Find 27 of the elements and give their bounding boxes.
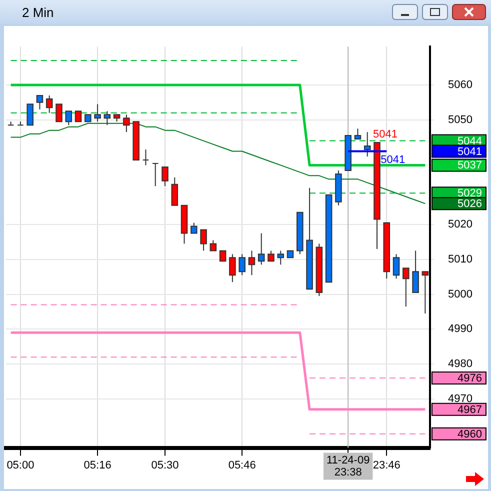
y-tick-label: 4970 — [448, 392, 472, 405]
text: 5026 — [458, 198, 482, 210]
text: 5044 — [458, 135, 482, 148]
x-tick-label: 05:16 — [84, 459, 112, 472]
annotation: 5041 — [380, 154, 406, 166]
y-tick-label: 4990 — [448, 323, 472, 336]
x-tick-label: 05:46 — [228, 459, 256, 472]
annotation: 5041 — [373, 128, 398, 141]
text: 5029 — [458, 188, 482, 200]
x-tick-label: 05:00 — [6, 459, 34, 472]
candlestick — [142, 149, 150, 166]
x-tick-label: 11-24-09 23:38 — [326, 454, 370, 478]
y-tick-label: 5010 — [448, 253, 472, 266]
y-tick-label: 5000 — [448, 288, 472, 300]
y-tick-label: 5020 — [448, 218, 472, 231]
text: 5041 — [458, 146, 482, 158]
x-tick-label: 05:30 — [151, 459, 179, 472]
text: 4967 — [458, 404, 482, 416]
text: 5037 — [458, 160, 482, 172]
y-tick-label: 5050 — [448, 114, 472, 126]
chart-title: 2 Min — [22, 5, 54, 20]
y-tick-label: 5060 — [448, 79, 472, 92]
text: 4976 — [458, 372, 482, 385]
text: 4960 — [458, 428, 482, 440]
x-tick-label: 23:46 — [372, 459, 400, 472]
candlestick — [152, 162, 159, 187]
y-tick-label: 4980 — [448, 358, 472, 370]
